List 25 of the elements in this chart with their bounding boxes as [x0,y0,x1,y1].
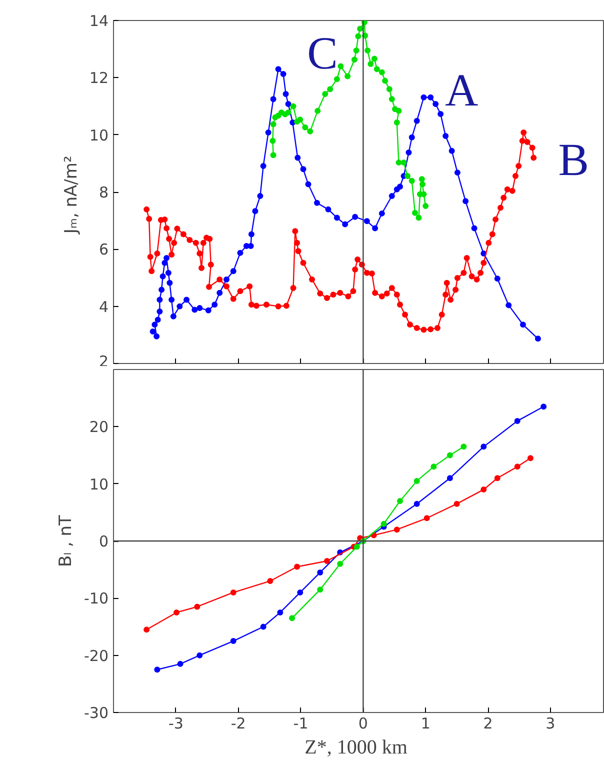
y-tick-label: 10 [89,475,109,494]
y-axis-title: Bₗ , nT [56,514,76,567]
y-tick-label: 4 [98,298,109,316]
y-tick-label: 12 [89,69,109,88]
y-axis-title: Jₘ, nA/m² [61,156,82,235]
y-tick-label: 8 [98,184,109,202]
x-tick-label: -1 [293,714,308,732]
x-tick-label: -2 [230,714,246,732]
y-tick-label: -10 [84,590,108,608]
x-tick-label: 0 [358,714,368,732]
y-tick-label: 6 [98,240,109,259]
series-label: A [444,64,478,116]
x-axis-title: Z*, 1000 km [304,736,408,758]
y-tick-label: 10 [89,126,109,144]
y-tick-label: 14 [89,12,109,30]
series-label: C [307,27,338,78]
y-tick-label: 20 [89,418,109,436]
y-tick-label: -30 [84,704,108,722]
x-tick-label: -3 [168,714,184,732]
series-label: B [558,134,589,186]
y-tick-label: -20 [84,646,108,665]
x-tick-label: 3 [546,714,556,732]
y-tick-label: 0 [98,532,109,550]
x-tick-label: 2 [483,714,493,732]
x-tick-label: 1 [420,714,430,732]
